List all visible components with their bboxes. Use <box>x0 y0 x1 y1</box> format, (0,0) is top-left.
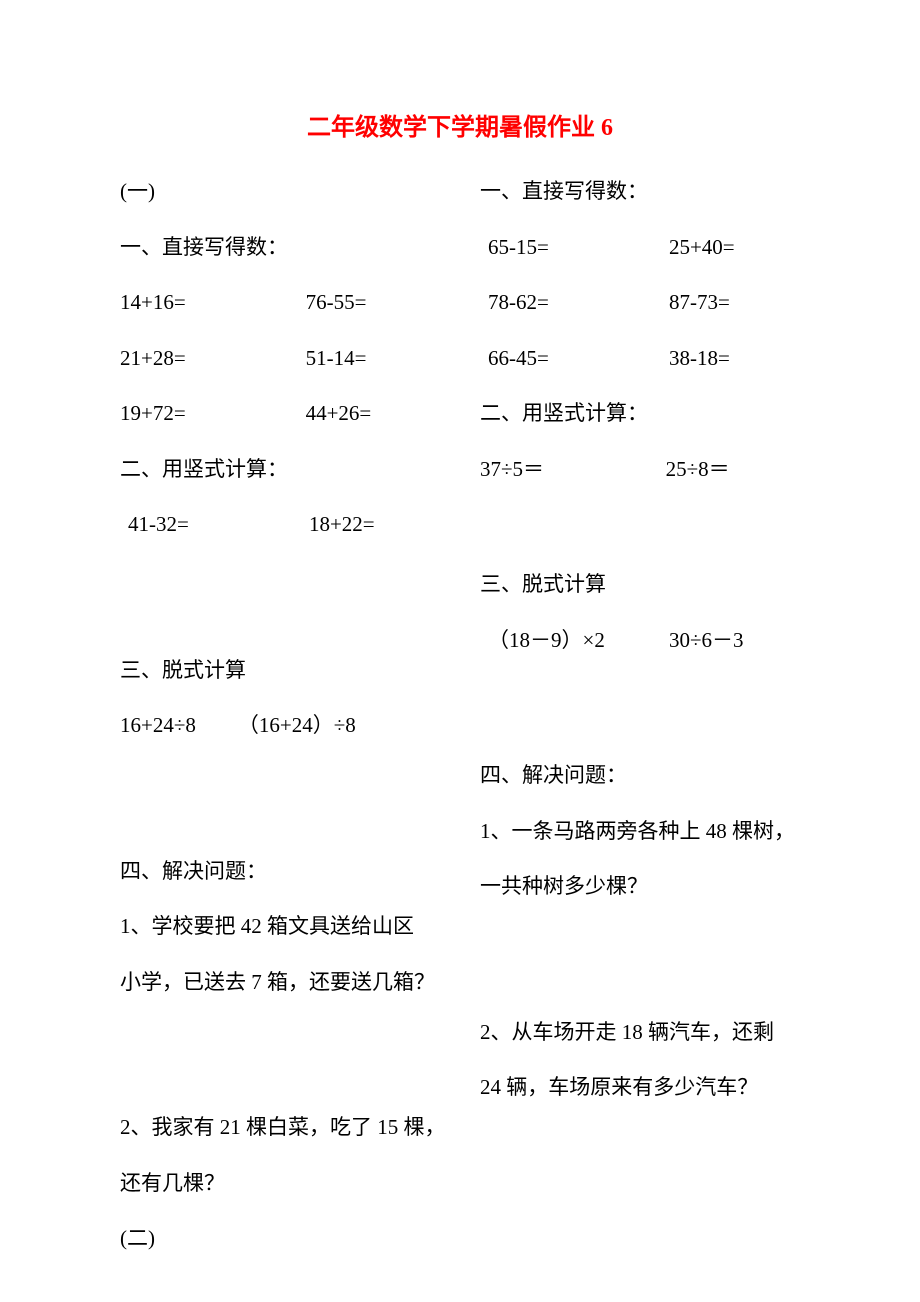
section4-heading: 四、解决问题： <box>120 856 440 888</box>
s3-line: 16+24÷8 （16+24）÷8 <box>120 710 440 742</box>
section1-heading: 一、直接写得数： <box>480 176 800 208</box>
content-columns: (一) 一、直接写得数： 14+16= 76-55= 21+28= 51-14=… <box>120 176 800 1279</box>
part2-label: (二) <box>120 1223 440 1255</box>
section2-heading: 二、用竖式计算： <box>120 454 440 486</box>
page-title: 二年级数学下学期暑假作业 6 <box>120 110 800 146</box>
s2-row: 37÷5＝ 25÷8＝ <box>480 454 800 486</box>
s1-row: 19+72= 44+26= <box>120 398 440 430</box>
eq: 76-55= <box>306 287 440 319</box>
s1-row: 66-45= 38-18= <box>480 343 800 375</box>
s3-row: （18－9）×2 30÷6－3 <box>480 625 800 657</box>
section1-heading: 一、直接写得数： <box>120 232 440 264</box>
eq: 14+16= <box>120 287 306 319</box>
eq: 30÷6－3 <box>669 625 800 657</box>
section3-heading: 三、脱式计算 <box>480 569 800 601</box>
eq: 37÷5＝ <box>480 454 666 486</box>
eq: 41-32= <box>128 509 309 541</box>
eq: 78-62= <box>488 287 669 319</box>
q1-line: 1、一条马路两旁各种上 48 棵树， <box>480 816 800 848</box>
eq: 38-18= <box>669 343 800 375</box>
left-column: (一) 一、直接写得数： 14+16= 76-55= 21+28= 51-14=… <box>120 176 440 1279</box>
eq: 87-73= <box>669 287 800 319</box>
eq: 65-15= <box>488 232 669 264</box>
eq: 19+72= <box>120 398 306 430</box>
q2-line: 还有几棵？ <box>120 1168 440 1200</box>
q2-line: 2、我家有 21 棵白菜，吃了 15 棵， <box>120 1112 440 1144</box>
q1-line: 一共种树多少棵？ <box>480 871 800 903</box>
eq: 18+22= <box>309 509 440 541</box>
s1-row: 14+16= 76-55= <box>120 287 440 319</box>
eq: 21+28= <box>120 343 306 375</box>
eq: 44+26= <box>306 398 440 430</box>
section3-heading: 三、脱式计算 <box>120 655 440 687</box>
s1-row: 78-62= 87-73= <box>480 287 800 319</box>
eq: 25÷8＝ <box>666 454 800 486</box>
s1-row: 65-15= 25+40= <box>480 232 800 264</box>
section2-heading: 二、用竖式计算： <box>480 398 800 430</box>
q1-line: 1、学校要把 42 箱文具送给山区 <box>120 911 440 943</box>
part-label: (一) <box>120 176 440 208</box>
q2-line: 2、从车场开走 18 辆汽车，还剩 <box>480 1017 800 1049</box>
right-column: 一、直接写得数： 65-15= 25+40= 78-62= 87-73= 66-… <box>480 176 800 1279</box>
s2-row: 41-32= 18+22= <box>120 509 440 541</box>
section4-heading: 四、解决问题： <box>480 760 800 792</box>
eq: （18－9）×2 <box>488 625 669 657</box>
s1-row: 21+28= 51-14= <box>120 343 440 375</box>
eq: 66-45= <box>488 343 669 375</box>
q2-line: 24 辆，车场原来有多少汽车？ <box>480 1072 800 1104</box>
eq: 25+40= <box>669 232 800 264</box>
q1-line: 小学，已送去 7 箱，还要送几箱？ <box>120 967 440 999</box>
eq: 51-14= <box>306 343 440 375</box>
